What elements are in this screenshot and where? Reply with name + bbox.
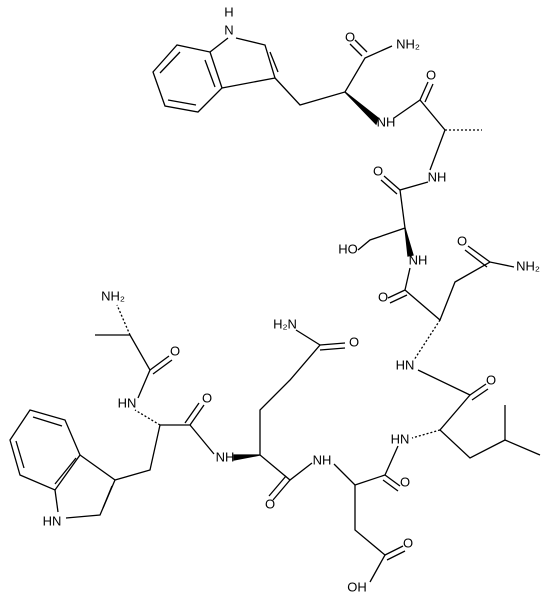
atom-label: O [170, 343, 180, 358]
atom-label: OH [347, 579, 367, 594]
atom-label: NH [428, 169, 447, 184]
atom-label: N [224, 22, 233, 37]
atom-label: NH [409, 252, 428, 267]
atom-label: O [373, 163, 383, 178]
atom-label: HN [118, 395, 137, 410]
atom-label: O [403, 535, 413, 550]
atom-label: NH [377, 114, 396, 129]
atom-label: O [349, 334, 359, 349]
atom-label: O [457, 233, 467, 248]
atom-label: NH₂ [396, 36, 420, 51]
atom-label: HN [396, 357, 415, 372]
atom-label: H [224, 4, 233, 19]
atom-label: HN [391, 431, 410, 446]
atom-label: NH [216, 449, 235, 464]
atom-label: O [202, 390, 212, 405]
atom-label: O [345, 29, 355, 44]
bonds [9, 37, 541, 583]
atom-label: O [486, 372, 496, 387]
atom-label: O [265, 496, 275, 511]
atom-label: NH₂ [516, 258, 540, 273]
atom-label: NH [313, 452, 332, 467]
atom-label: NH₂ [101, 288, 125, 303]
atom-label: O [426, 67, 436, 82]
atom-label: HO [338, 241, 358, 256]
atom-label: HN [43, 513, 62, 528]
atom-label: O [378, 289, 388, 304]
atom-label: H₂N [273, 316, 297, 331]
atom-label: O [400, 474, 410, 489]
